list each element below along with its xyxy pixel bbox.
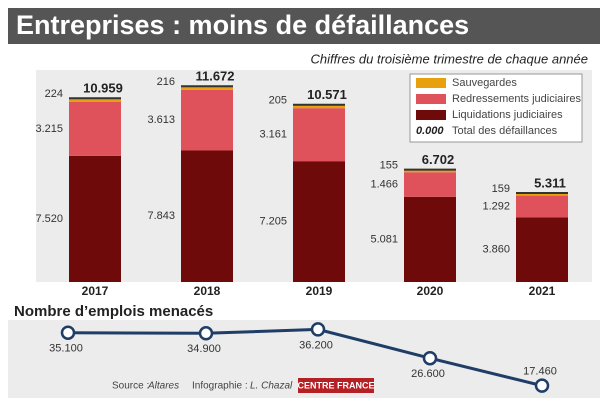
point xyxy=(310,322,326,337)
brand: CENTRE FRANCE xyxy=(297,380,374,390)
bar-segment xyxy=(293,108,345,162)
x-tick-label: 2017 xyxy=(82,284,109,298)
bar-segment xyxy=(516,217,568,282)
bar-segment xyxy=(404,169,456,173)
value-label: 7.520 xyxy=(35,213,63,225)
bar-segment xyxy=(516,192,568,196)
value-label: 216 xyxy=(157,76,175,88)
bar-segment xyxy=(293,161,345,282)
bar-segment xyxy=(181,86,233,90)
point xyxy=(422,350,438,366)
value-label: 7.843 xyxy=(147,210,175,222)
legend-label: Redressements judiciaires xyxy=(452,93,581,105)
credit-name: L. Chazal xyxy=(250,381,293,392)
value-label: 1.292 xyxy=(482,200,510,212)
line-title: Nombre d’emplois menacés xyxy=(14,303,213,320)
value-label: 7.205 xyxy=(259,215,287,227)
value-label: 3.613 xyxy=(147,114,175,126)
value-label: 224 xyxy=(45,88,63,100)
source-name: Altares xyxy=(147,381,179,392)
x-tick-label: 2019 xyxy=(306,284,333,298)
legend-sample: 0.000 xyxy=(416,125,444,137)
chart-title: Entreprises : moins de défaillances xyxy=(16,10,469,40)
total-label: 10.959 xyxy=(83,81,123,96)
subtitle: Chiffres du troisième trimestre de chaqu… xyxy=(311,51,588,66)
source-label: Source : xyxy=(112,381,149,392)
bar-segment xyxy=(404,196,456,282)
brand-box xyxy=(298,378,374,393)
value-label: 3.215 xyxy=(35,123,63,135)
bar-segment xyxy=(293,104,345,109)
value-label: 26.600 xyxy=(411,368,445,380)
point xyxy=(198,326,214,341)
x-tick-label: 2021 xyxy=(529,284,556,298)
bar-segment xyxy=(404,172,456,197)
value-label: 155 xyxy=(380,160,398,172)
value-label: 17.460 xyxy=(523,366,557,378)
value-label: 36.200 xyxy=(299,339,333,351)
legend-swatch xyxy=(416,110,446,120)
legend-swatch xyxy=(416,94,446,104)
value-label: 205 xyxy=(269,95,287,107)
total-label: 6.702 xyxy=(422,152,455,167)
legend-swatch xyxy=(416,78,446,88)
x-tick-label: 2020 xyxy=(417,284,444,298)
bar-segment xyxy=(516,195,568,218)
credit-label: Infographie : xyxy=(192,381,248,392)
value-label: 3.161 xyxy=(259,129,287,141)
title-bar xyxy=(8,8,600,44)
legend-label: Liquidations judiciaires xyxy=(452,109,563,121)
value-label: 35.100 xyxy=(49,343,83,355)
total-label: 11.672 xyxy=(195,69,234,84)
total-label: 5.311 xyxy=(534,175,566,190)
bar-segment xyxy=(69,98,121,102)
value-label: 159 xyxy=(492,183,510,195)
total-label: 10.571 xyxy=(307,87,347,102)
point xyxy=(534,378,550,393)
value-label: 5.081 xyxy=(370,233,398,245)
value-label: 3.860 xyxy=(482,244,510,256)
legend-label: Total des défaillances xyxy=(452,125,558,137)
point xyxy=(60,325,76,340)
bar-segment xyxy=(69,101,121,156)
value-label: 34.900 xyxy=(187,343,221,355)
legend-label: Sauvegardes xyxy=(452,77,517,89)
value-label: 1.466 xyxy=(370,178,398,190)
bar-segment xyxy=(69,155,121,282)
x-tick-label: 2018 xyxy=(194,284,221,298)
bar-segment xyxy=(181,89,233,151)
source: Source : Altares Infographie : L. Chazal… xyxy=(112,378,375,393)
bar-segment xyxy=(181,150,233,282)
